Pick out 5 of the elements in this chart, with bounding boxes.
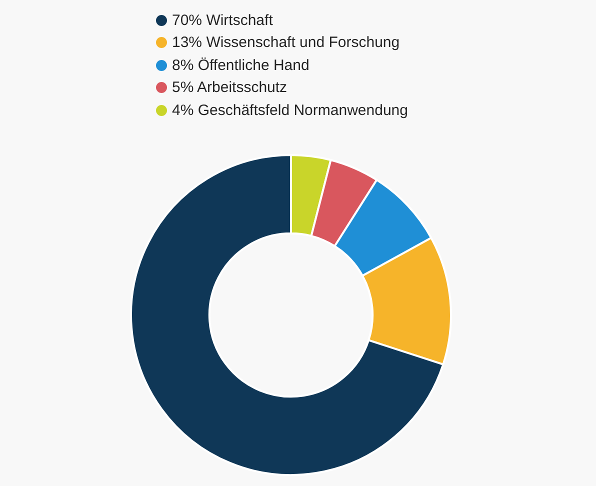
legend-label: 70% Wirtschaft — [172, 12, 273, 29]
legend-label: 5% Arbeitsschutz — [172, 79, 288, 96]
legend-label: 4% Geschäftsfeld Normanwendung — [172, 102, 408, 119]
legend-label: 8% Öffentliche Hand — [172, 56, 310, 74]
legend-label: 13% Wissenschaft und Forschung — [172, 34, 400, 52]
